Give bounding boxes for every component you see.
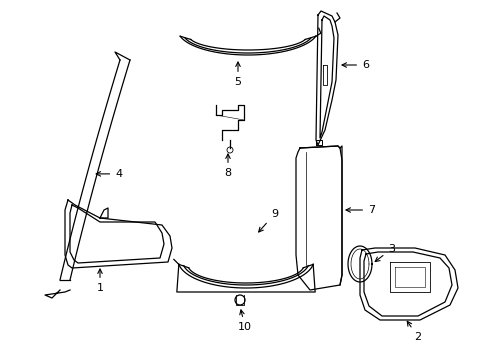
Text: 4: 4 [96,169,122,179]
Text: 6: 6 [341,60,368,70]
Text: 5: 5 [234,62,241,87]
Text: 10: 10 [238,310,251,332]
Text: 1: 1 [96,269,103,293]
Text: 2: 2 [407,321,421,342]
Text: 3: 3 [374,244,394,262]
Text: 7: 7 [346,205,374,215]
Text: 9: 9 [258,209,278,232]
Text: 8: 8 [224,154,231,178]
